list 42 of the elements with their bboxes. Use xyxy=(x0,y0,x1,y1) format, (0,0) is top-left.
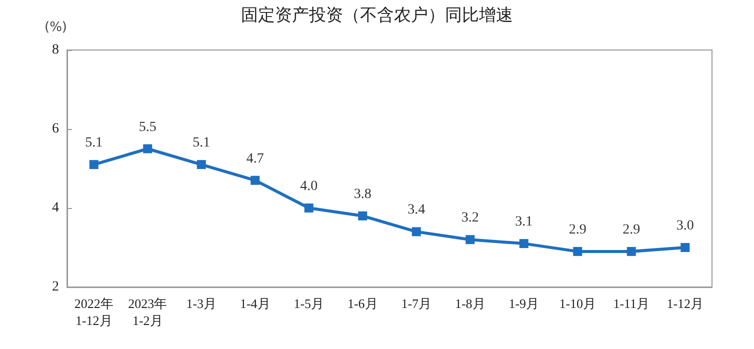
y-tick-label: 8 xyxy=(52,42,59,58)
point xyxy=(626,246,636,256)
text: 5.1 xyxy=(85,136,103,151)
point xyxy=(143,144,152,154)
text: 4.7 xyxy=(246,151,264,166)
point xyxy=(358,211,368,220)
x-tick-label: 1-9月 xyxy=(508,296,540,311)
point xyxy=(680,243,690,252)
point xyxy=(466,235,475,244)
y-tick-label: 2 xyxy=(52,280,59,294)
x-tick-label: 2022年 1-12月 xyxy=(74,296,114,328)
x-tick-label: 1-8月 xyxy=(454,296,486,311)
text: 3.2 xyxy=(461,210,479,226)
x-tick-label: 1-6月 xyxy=(347,296,378,311)
text: 2.9 xyxy=(568,222,586,238)
x-tick-label: 1-5月 xyxy=(294,296,324,311)
y-tick-label: 6 xyxy=(52,122,59,136)
x-tick-label: 1-10月 xyxy=(559,296,596,311)
point xyxy=(250,176,260,185)
x-tick-label: 1-7月 xyxy=(401,296,432,311)
point xyxy=(89,160,98,170)
y-axis-title: (%) xyxy=(44,20,67,35)
point xyxy=(573,246,582,256)
x-tick-label: 1-4月 xyxy=(240,296,270,311)
x-tick-label: 1-3月 xyxy=(186,296,217,311)
text: 3.1 xyxy=(515,214,533,230)
x-tick-label: 1-12月 xyxy=(666,296,704,311)
text: 3.4 xyxy=(408,202,426,218)
x-tick-label: 2023年 1-2月 xyxy=(128,296,168,328)
y-tick-label: 4 xyxy=(52,200,59,216)
text: 4.0 xyxy=(300,179,318,194)
text: 5.1 xyxy=(192,136,210,151)
point xyxy=(412,227,421,236)
x-tick-label: 1-11月 xyxy=(613,296,650,311)
text: 5.5 xyxy=(138,120,156,135)
text: 3.0 xyxy=(676,218,694,234)
chart-title: 固定资产投资（不含农户）同比增速 xyxy=(241,6,513,26)
text: 2.9 xyxy=(622,222,640,238)
text: 3.8 xyxy=(354,186,372,202)
point xyxy=(519,239,528,248)
point xyxy=(304,204,314,212)
point xyxy=(196,160,206,170)
